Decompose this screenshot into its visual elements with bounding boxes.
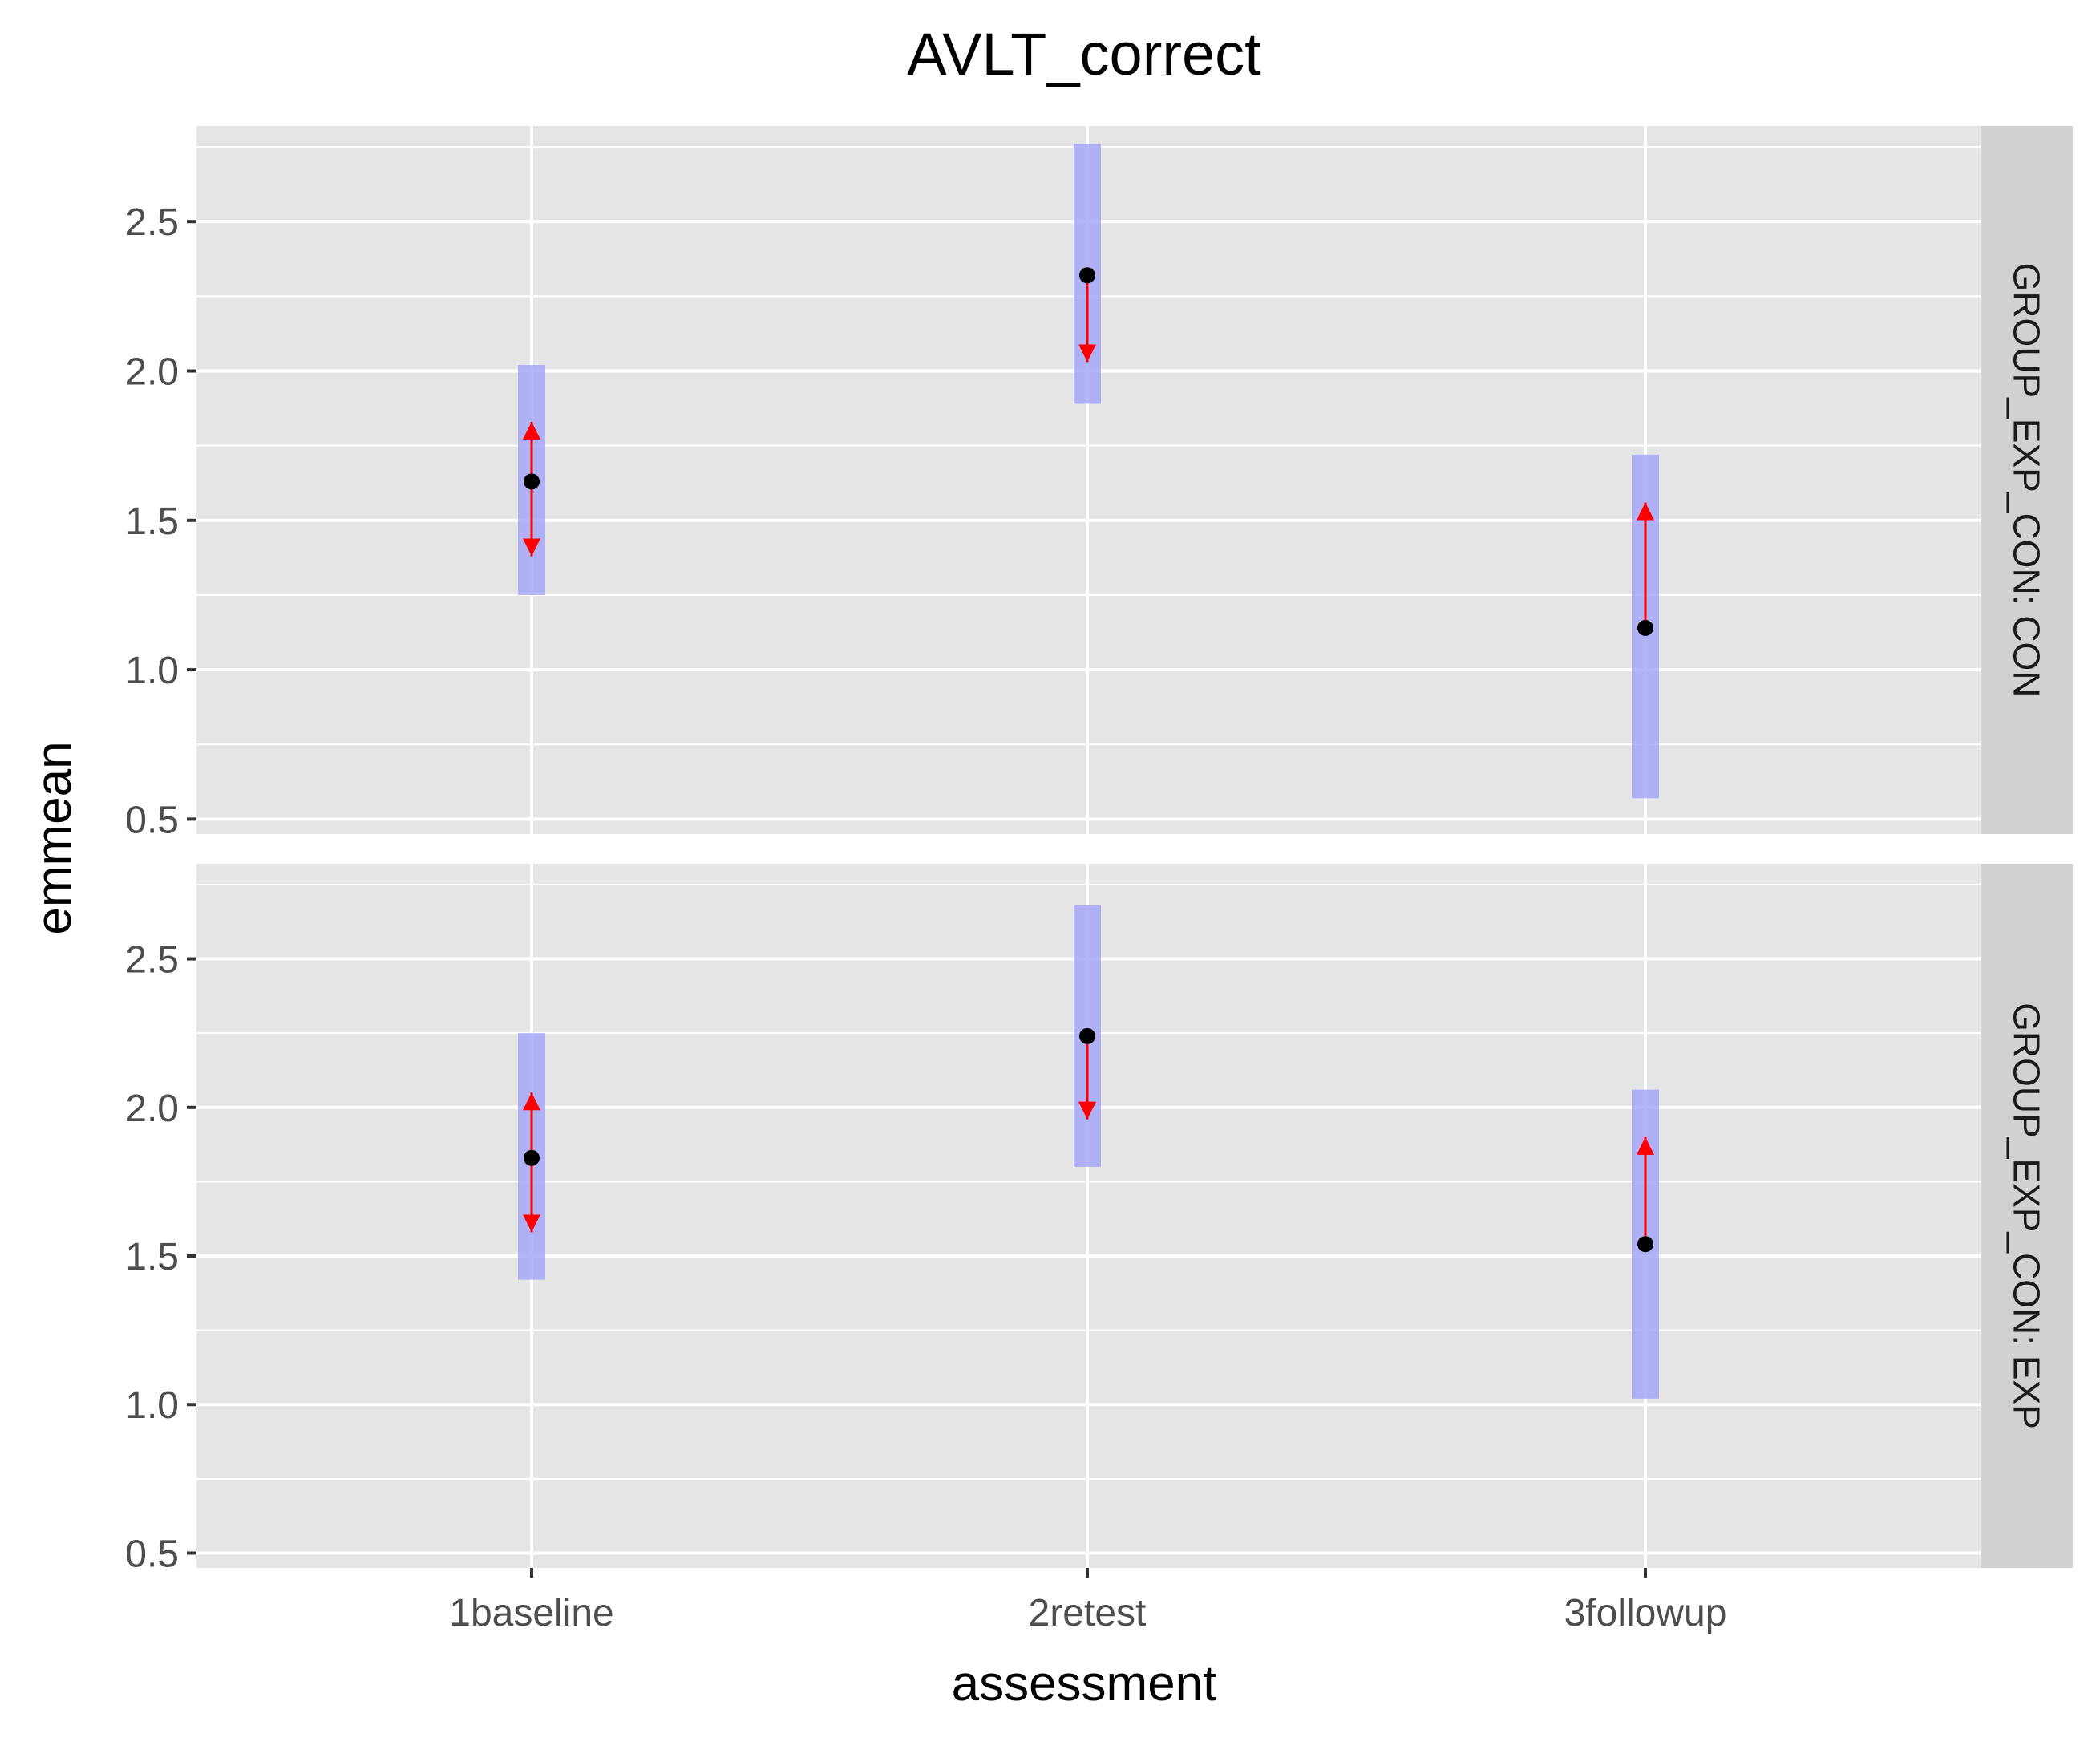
y-tick-label: 2.0 (125, 1088, 179, 1130)
x-tick-label: 2retest (1029, 1592, 1147, 1635)
facet-panel-1: 0.5 1.0 1.5 2.0 2.5 GROUP_EXP_CON: CON (125, 126, 2073, 841)
emmean-point (1079, 1027, 1095, 1044)
chart-title: AVLT_correct (907, 21, 1261, 87)
facet-strip-label: GROUP_EXP_CON: CON (2006, 263, 2048, 698)
facet-strip (1981, 126, 2073, 834)
y-tick-label: 2.5 (125, 201, 179, 244)
data-point-3followup (1632, 454, 1659, 799)
facet-panel-2: 0.5 1.0 1.5 2.0 2.5 GROUP_EXP_CON: EXP (125, 864, 2073, 1575)
y-tick-label: 2.0 (125, 351, 179, 394)
emmean-point (524, 473, 540, 490)
emmean-point (1637, 619, 1653, 636)
data-point-2retest (1074, 905, 1101, 1167)
facet-strip (1981, 864, 2073, 1568)
emmean-point (1637, 1236, 1653, 1253)
facet-panels: 0.5 1.0 1.5 2.0 2.5 GROUP_EXP_CON: CON 0.5 1.0 1… (125, 126, 2073, 1635)
x-tick-label: 1baseline (449, 1592, 614, 1635)
y-tick-label: 1.5 (125, 500, 179, 543)
emmean-point (524, 1149, 540, 1166)
x-tick-label: 3followup (1564, 1592, 1727, 1635)
emmean-point (1079, 267, 1095, 284)
data-point-1baseline (518, 365, 545, 595)
facet-strip-label: GROUP_EXP_CON: EXP (2006, 1003, 2048, 1429)
y-tick-label: 0.5 (125, 1533, 179, 1575)
y-tick-label: 0.5 (125, 799, 179, 841)
data-point-3followup (1632, 1089, 1659, 1399)
y-axis-title: emmean (26, 741, 82, 934)
data-point-1baseline (518, 1033, 545, 1280)
y-tick-label: 1.5 (125, 1236, 179, 1278)
y-tick-label: 2.5 (125, 939, 179, 982)
data-point-2retest (1074, 144, 1101, 404)
x-axis-title: assessment (952, 1656, 1217, 1712)
y-tick-label: 1.0 (125, 650, 179, 692)
y-tick-label: 1.0 (125, 1384, 179, 1427)
